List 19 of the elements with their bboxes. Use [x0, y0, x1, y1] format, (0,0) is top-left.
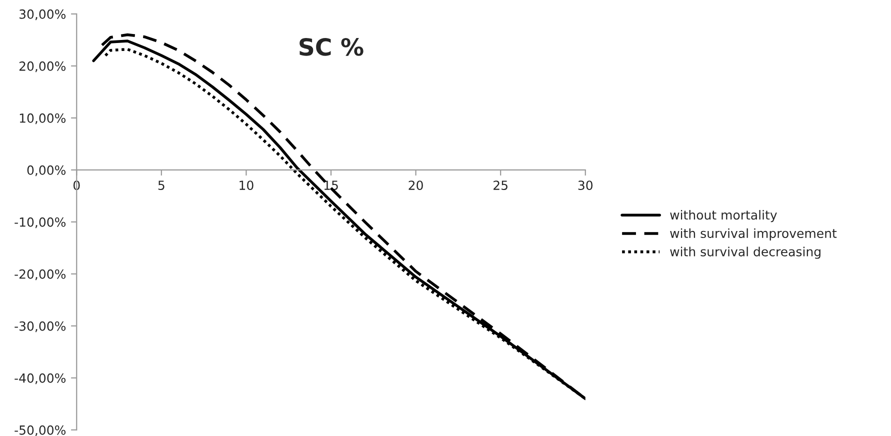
y-tick-label: -20,00%	[14, 269, 66, 280]
y-tick-label: 20,00%	[19, 61, 66, 72]
legend-label: with survival improvement	[670, 228, 837, 240]
y-tick-label: 30,00%	[20, 9, 66, 20]
legend-label: with survival decreasing	[670, 246, 820, 259]
text: SC %	[300, 38, 364, 56]
x-tick-label: 10	[240, 180, 254, 190]
x-tick-label: 0	[73, 180, 80, 190]
x-tick-label: 30	[578, 180, 593, 190]
y-tick-label: 0,00%	[27, 165, 66, 176]
y-tick-label: -10,00%	[14, 217, 66, 228]
x-tick-label: 20	[408, 180, 423, 190]
y-tick-label: 10,00%	[20, 113, 66, 124]
legend-label: without mortality	[670, 210, 777, 222]
y-tick-label: -40,00%	[14, 373, 66, 384]
y-tick-label: -30,00%	[14, 321, 66, 332]
x-tick-label: 5	[158, 180, 164, 190]
y-tick-label: -50,00%	[14, 425, 66, 436]
x-tick-label: 25	[494, 180, 508, 190]
